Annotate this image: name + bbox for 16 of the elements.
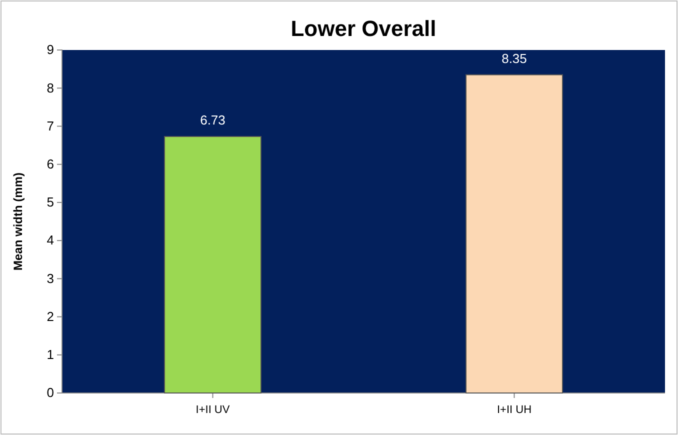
chart-title: Lower Overall xyxy=(290,16,436,41)
y-tick-label: 8 xyxy=(46,80,54,96)
y-tick-label: 1 xyxy=(46,347,54,362)
y-tick-label: 7 xyxy=(46,118,54,134)
y-tick-label: 5 xyxy=(46,194,54,210)
x-tick-label: I+II UH xyxy=(496,404,532,416)
y-tick-label: 0 xyxy=(46,385,54,400)
x-tick-label: I+II UV xyxy=(196,404,230,416)
data-label: 6.73 xyxy=(200,112,226,128)
y-tick-label: 9 xyxy=(46,42,54,58)
y-tick-label: 6 xyxy=(46,156,54,172)
y-tick-label: 2 xyxy=(46,308,54,324)
y-axis-title: Mean width (mm) xyxy=(11,172,25,270)
y-tick-label: 3 xyxy=(46,270,54,286)
data-label: 8.35 xyxy=(502,50,527,66)
y-tick-label: 4 xyxy=(46,232,54,248)
